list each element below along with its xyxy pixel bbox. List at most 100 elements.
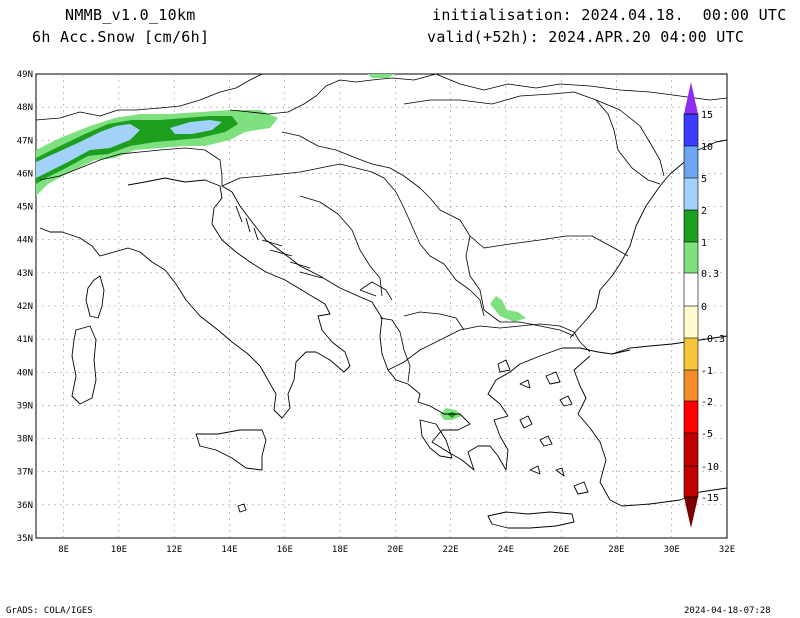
legend-label: -15 — [701, 493, 719, 504]
border-greece — [387, 323, 575, 371]
legend-label: -5 — [701, 429, 713, 440]
borders — [35, 73, 728, 383]
legend-label: 5 — [701, 174, 707, 185]
lon-label: 32E — [719, 545, 735, 555]
crete — [487, 511, 575, 529]
aegean-islands — [497, 359, 589, 495]
legend-label: 10 — [701, 142, 713, 153]
legend-label: -10 — [701, 462, 719, 473]
lat-label: 35N — [17, 534, 33, 544]
footer-credit: GrADS: COLA/IGES — [6, 606, 93, 616]
lon-label: 26E — [553, 545, 569, 555]
border-turkey — [573, 331, 591, 353]
lon-label: 22E — [442, 545, 458, 555]
border-serbia — [383, 177, 485, 317]
lat-label: 38N — [17, 435, 33, 445]
lat-label: 42N — [17, 302, 33, 312]
border-montenegro — [359, 281, 393, 301]
legend-label: -1 — [701, 366, 713, 377]
balkan-coast — [221, 185, 631, 471]
lat-label: 45N — [17, 203, 33, 213]
snow-alps-heavy-2 — [170, 120, 222, 134]
legend-label: 1 — [701, 238, 707, 249]
legend-label: 0 — [701, 302, 707, 313]
lat-label: 39N — [17, 401, 33, 411]
legend-swatch — [684, 210, 698, 242]
lat-label: 41N — [17, 335, 33, 345]
lat-label: 43N — [17, 269, 33, 279]
italy-coast — [39, 177, 351, 419]
legend-outline — [683, 113, 699, 498]
lon-label: 12E — [166, 545, 182, 555]
legend-label: -2 — [701, 397, 713, 408]
lon-label: 24E — [498, 545, 514, 555]
border-moldova — [595, 99, 665, 177]
lat-label: 49N — [17, 70, 33, 80]
legend-swatch — [684, 242, 698, 273]
valid-time: valid(+52h): 2024.APR.20 04:00 UTC — [427, 28, 745, 46]
lon-label: 14E — [221, 545, 237, 555]
lon-label: 16E — [277, 545, 293, 555]
border-bulgaria — [465, 235, 575, 337]
border-austria-east — [229, 73, 437, 115]
coastlines — [39, 139, 728, 529]
sicily — [195, 429, 267, 471]
aegean-east — [573, 355, 728, 507]
lat-label: 44N — [17, 236, 33, 246]
color-legend: 15 10 5 2 1 0.3 0 -0.3 -1 -2 -5 -10 -15 — [683, 82, 725, 528]
footer-timestamp: 2024-04-18-07:28 — [684, 606, 771, 616]
legend-swatch — [684, 114, 698, 146]
legend-swatch — [684, 146, 698, 178]
border-romania — [429, 197, 629, 257]
legend-swatch — [684, 178, 698, 210]
lon-label: 18E — [332, 545, 348, 555]
lat-label: 47N — [17, 136, 33, 146]
border-ukraine-north — [435, 73, 728, 101]
snow-areas — [36, 74, 526, 420]
snow-alps-heavy — [36, 124, 140, 178]
border-italy-north — [39, 147, 223, 186]
lon-label: 28E — [608, 545, 624, 555]
border-alps — [35, 73, 263, 121]
sardinia — [71, 325, 97, 405]
border-macedonia — [403, 311, 465, 331]
anatolia-coast — [611, 335, 728, 355]
legend-label: 2 — [701, 206, 707, 217]
lon-label: 20E — [387, 545, 403, 555]
lat-label: 40N — [17, 368, 33, 378]
lon-label: 10E — [111, 545, 127, 555]
lat-label: 36N — [17, 501, 33, 511]
lat-label: 48N — [17, 103, 33, 113]
legend-label: 0.3 — [701, 269, 719, 280]
malta — [237, 503, 247, 513]
lon-labels: 8E 10E 12E 14E 16E 18E 20E 22E 24E 26E 28E 30E 32E — [58, 545, 735, 555]
model-name: NMMB_v1.0_10km — [65, 6, 196, 24]
lat-label: 46N — [17, 169, 33, 179]
legend-label: -0.3 — [701, 334, 725, 345]
peloponnese — [419, 419, 453, 459]
field-name: 6h Acc.Snow [cm/6h] — [32, 28, 210, 46]
border-slovenia-croatia — [221, 163, 385, 187]
lon-label: 8E — [58, 545, 69, 555]
border-bosnia — [299, 195, 383, 297]
legend-top-arrow — [684, 82, 698, 114]
border-albania — [379, 317, 411, 383]
dalmatian-islands — [235, 205, 377, 297]
legend-swatch — [684, 273, 698, 306]
snow-bulgaria — [490, 296, 526, 322]
lat-label: 37N — [17, 468, 33, 478]
lon-label: 30E — [664, 545, 680, 555]
border-hungary-south — [281, 131, 431, 199]
legend-swatch — [684, 306, 698, 338]
legend-swatch — [684, 433, 698, 466]
legend-bottom-arrow — [684, 497, 698, 528]
legend-swatch — [684, 338, 698, 370]
corsica — [85, 275, 105, 319]
border-romania-north — [403, 91, 661, 185]
legend-swatch — [684, 370, 698, 401]
lat-labels: 49N 48N 47N 46N 45N 44N 43N 42N 41N 40N 39N 38N 37N 3… — [17, 70, 33, 544]
legend-swatch — [684, 466, 698, 497]
legend-swatch — [684, 401, 698, 433]
legend-label: 15 — [701, 110, 713, 121]
